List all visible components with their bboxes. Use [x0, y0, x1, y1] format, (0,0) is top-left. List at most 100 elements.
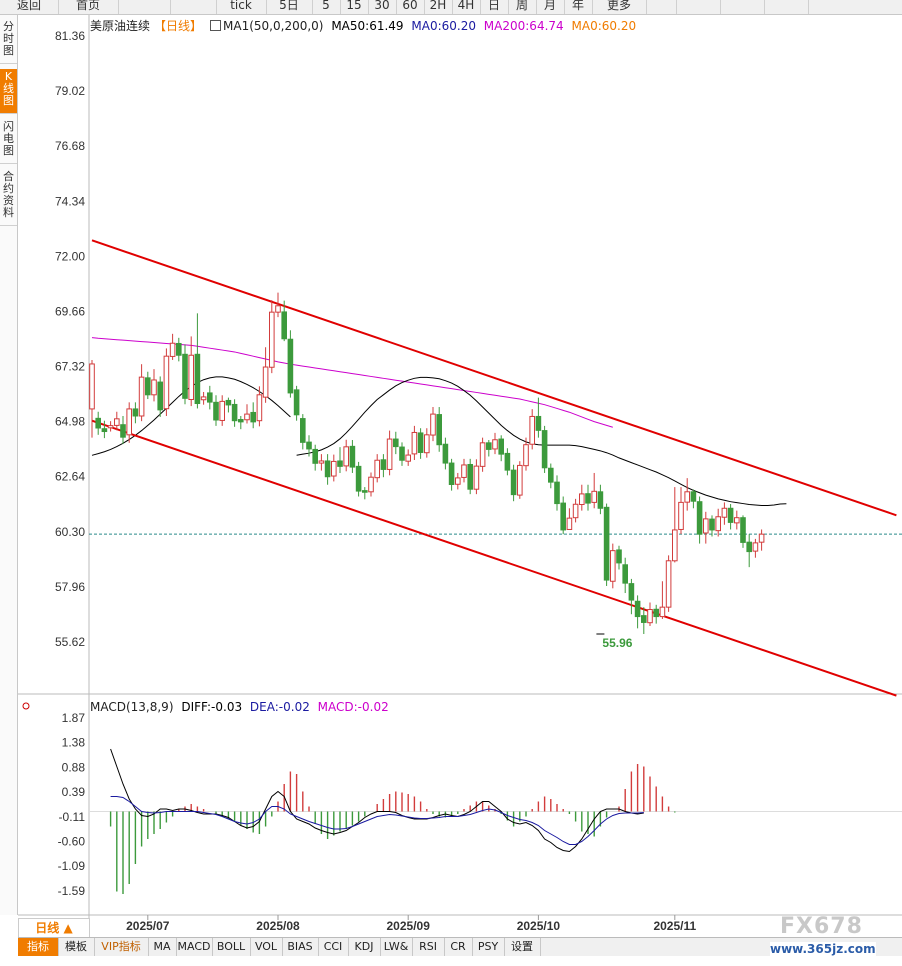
period-label: 【日线】 — [154, 19, 203, 33]
sidebar-tab-1[interactable]: K线图 — [0, 69, 17, 114]
candle-body — [380, 459, 387, 470]
sidebar-tab-3[interactable]: 合约资料 — [0, 169, 17, 226]
macd-dea-line — [110, 796, 644, 845]
indicator-tab-4[interactable]: MACD — [176, 938, 213, 956]
indicator-tab-14[interactable]: 设置 — [504, 938, 541, 956]
indicator-tab-1[interactable]: 模板 — [58, 938, 95, 956]
indicator-tab-2[interactable]: VIP指标 — [94, 938, 149, 956]
toolbar-zoom-out-button[interactable] — [676, 0, 721, 14]
candle-body — [107, 425, 114, 429]
indicator-tab-3[interactable]: MA — [148, 938, 177, 956]
candle-body — [504, 452, 511, 471]
candle-body — [523, 444, 529, 467]
candle-body — [318, 460, 325, 464]
candle-body — [157, 381, 163, 411]
macd-tick-label: 0.88 — [62, 761, 86, 775]
candle-body — [758, 533, 765, 543]
toolbar-60min-button[interactable]: 60 — [396, 0, 425, 14]
candle-body — [231, 403, 238, 422]
toolbar-zoom-in-button[interactable] — [720, 0, 765, 14]
toolbar-draw-button[interactable] — [764, 0, 809, 14]
candle-body — [101, 428, 108, 433]
candle-body — [176, 342, 182, 356]
indicator-tab-11[interactable]: RSI — [412, 938, 445, 956]
candle-body — [256, 394, 263, 422]
toolbar-home-button[interactable]: 首页 — [58, 0, 119, 14]
candle-body — [591, 490, 598, 503]
candle-body — [634, 600, 641, 618]
ma-settings-icon[interactable] — [210, 20, 222, 31]
candle-body — [138, 376, 145, 417]
candle-body — [535, 415, 542, 431]
candle-body — [560, 502, 567, 531]
macd-settings-icon — [22, 702, 30, 710]
low-price-label: 55.96 — [602, 636, 632, 650]
time-tick-label: 2025/09 — [387, 919, 431, 933]
indicator-tab-7[interactable]: BIAS — [282, 938, 319, 956]
toolbar-bars-button[interactable] — [170, 0, 217, 14]
indicator-tab-13[interactable]: PSY — [472, 938, 505, 956]
candle-body — [585, 493, 591, 504]
candle-body — [436, 414, 442, 446]
candle-body — [269, 311, 275, 368]
candle-body — [734, 517, 740, 524]
indicator-tab-0[interactable]: 指标 — [18, 938, 59, 956]
toolbar-2h-button[interactable]: 2H — [424, 0, 453, 14]
candle-body — [603, 506, 610, 581]
toolbar-tick-button[interactable]: tick — [216, 0, 267, 14]
candle-body — [126, 408, 133, 436]
candle-body — [287, 338, 294, 394]
toolbar-month-button[interactable]: 月 — [536, 0, 565, 14]
macd-tick-label: 1.87 — [62, 711, 86, 725]
macd-tick-label: -1.59 — [58, 884, 86, 898]
indicator-tab-12[interactable]: CR — [444, 938, 473, 956]
sidebar-tab-0[interactable]: 分时图 — [0, 19, 17, 64]
toolbar-5day-button[interactable]: 5日 — [266, 0, 313, 14]
candle-body — [225, 399, 232, 406]
indicator-tab-10[interactable]: LW& — [380, 938, 413, 956]
period-selector[interactable]: 日线 ▲ — [18, 918, 90, 938]
candle-body — [207, 392, 213, 403]
toolbar-week-button[interactable]: 周 — [508, 0, 537, 14]
toolbar-more-button[interactable]: 更多 — [592, 0, 647, 14]
price-tick-label: 64.98 — [55, 415, 85, 429]
candle-body — [541, 430, 548, 469]
ma50-value: MA50:61.49 — [331, 19, 404, 33]
indicator-tab-8[interactable]: CCI — [318, 938, 349, 956]
indicator-tab-9[interactable]: KDJ — [348, 938, 381, 956]
candle-body — [182, 353, 188, 399]
macd-diff-line — [110, 748, 644, 853]
candle-body — [572, 503, 579, 519]
candle-body — [386, 438, 393, 470]
candle-body — [188, 354, 194, 401]
candle-body — [324, 460, 331, 478]
candle-body — [479, 442, 486, 467]
toolbar-5min-button[interactable]: 5 — [312, 0, 341, 14]
instrument-name: 美原油连续 — [90, 19, 151, 33]
toolbar-day-button[interactable]: 日 — [480, 0, 509, 14]
toolbar-back-button[interactable]: 返回 — [0, 0, 59, 14]
macd-tick-label: -1.09 — [58, 859, 86, 873]
sidebar-tab-2[interactable]: 闪电图 — [0, 119, 17, 164]
time-tick-label: 2025/11 — [653, 919, 696, 933]
toolbar-year-button[interactable]: 年 — [564, 0, 593, 14]
toolbar-15min-button[interactable]: 15 — [340, 0, 369, 14]
toolbar-4h-button[interactable]: 4H — [452, 0, 481, 14]
candle-body — [554, 481, 560, 505]
candle-body — [194, 353, 201, 405]
toolbar-refresh-button[interactable] — [118, 0, 171, 14]
candle-body — [114, 418, 120, 426]
time-tick-label: 2025/10 — [517, 919, 561, 933]
macd-tick-label: -0.11 — [59, 810, 86, 824]
time-tick-label: 2025/07 — [126, 919, 170, 933]
toolbar-fx-button[interactable] — [646, 0, 677, 14]
candle-body — [486, 442, 492, 450]
candle-body — [95, 417, 102, 429]
indicator-tab-5[interactable]: BOLL — [212, 938, 251, 956]
candle-body — [306, 441, 312, 450]
candle-body — [752, 542, 759, 552]
macd-tick-label: 0.39 — [62, 785, 86, 799]
price-tick-label: 81.36 — [55, 29, 85, 43]
toolbar-30min-button[interactable]: 30 — [368, 0, 397, 14]
indicator-tab-6[interactable]: VOL — [250, 938, 283, 956]
